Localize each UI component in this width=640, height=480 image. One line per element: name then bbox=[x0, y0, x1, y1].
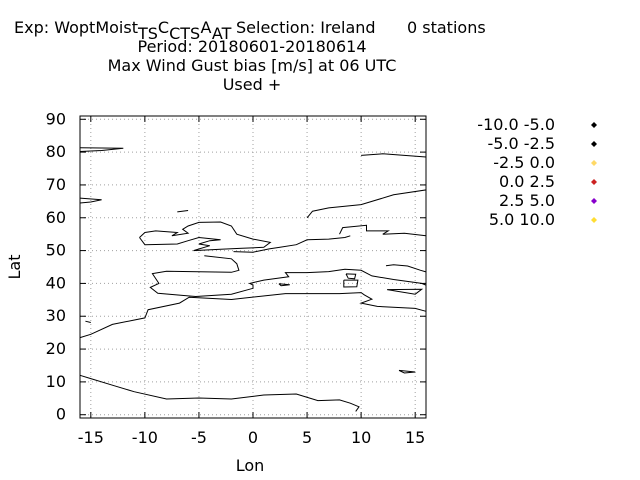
title-variable: Max Wind Gust bias [m/s] at 06 UTC bbox=[108, 56, 397, 75]
coastline-lake-chad bbox=[398, 369, 416, 374]
legend-marker bbox=[591, 198, 597, 204]
legend-marker bbox=[591, 179, 597, 185]
title-station-count: 0 stations bbox=[407, 18, 486, 37]
coastline-north-africa bbox=[79, 292, 427, 339]
title-selection: Selection: Ireland bbox=[236, 18, 376, 37]
coastline-europe-west bbox=[149, 255, 427, 298]
legend-label: 5.0 10.0 bbox=[489, 210, 555, 229]
y-tick-label: 20 bbox=[46, 339, 66, 358]
legend-label: -2.5 0.0 bbox=[493, 153, 555, 172]
coastline-adriatic bbox=[385, 264, 427, 273]
y-axis-label: Lat bbox=[5, 255, 24, 280]
coastline-europe-north bbox=[233, 235, 351, 253]
coastline-iceland bbox=[177, 210, 189, 213]
x-axis-ticks: -15 -10 -5 0 5 10 15 bbox=[78, 116, 425, 447]
y-tick-label: 80 bbox=[46, 142, 66, 161]
coastline-uk bbox=[139, 221, 272, 252]
x-tick-label: 15 bbox=[405, 428, 425, 447]
y-tick-label: 90 bbox=[46, 109, 66, 128]
coastline-west-africa bbox=[79, 374, 360, 412]
x-tick-label: -10 bbox=[132, 428, 158, 447]
coastline-denmark-baltic bbox=[339, 224, 427, 237]
x-axis-label: Lon bbox=[236, 456, 265, 475]
y-tick-label: 0 bbox=[56, 405, 66, 424]
legend-label: -5.0 -2.5 bbox=[487, 134, 555, 153]
coastline-norway-sweden bbox=[306, 186, 427, 219]
legend-label: 2.5 5.0 bbox=[499, 191, 555, 210]
legend-marker bbox=[591, 122, 597, 128]
coastline-svalbard bbox=[361, 153, 427, 158]
y-tick-label: 50 bbox=[46, 241, 66, 260]
y-tick-label: 10 bbox=[46, 372, 66, 391]
x-tick-label: -15 bbox=[78, 428, 104, 447]
title-used: Used + bbox=[223, 75, 282, 94]
coastline-sardinia bbox=[343, 279, 359, 288]
coastline-greenland-east bbox=[79, 197, 102, 204]
x-tick-label: 5 bbox=[302, 428, 312, 447]
y-tick-label: 70 bbox=[46, 175, 66, 194]
x-tick-label: 10 bbox=[351, 428, 371, 447]
y-tick-label: 40 bbox=[46, 273, 66, 292]
grid-lines bbox=[80, 116, 426, 418]
coastline-cape-verde bbox=[85, 320, 91, 323]
legend-label: 0.0 2.5 bbox=[499, 172, 555, 191]
coastline-sicily bbox=[387, 288, 424, 295]
legend-label: -10.0 -5.0 bbox=[477, 115, 555, 134]
y-tick-label: 30 bbox=[46, 306, 66, 325]
title-period: Period: 20180601-20180614 bbox=[137, 37, 366, 56]
x-tick-label: 0 bbox=[248, 428, 258, 447]
coastline-greenland bbox=[79, 147, 124, 152]
legend: -10.0 -5.0-5.0 -2.5-2.5 0.00.0 2.52.5 5.… bbox=[477, 115, 597, 229]
coastline-corsica bbox=[345, 273, 357, 280]
y-axis-ticks: 0 10 20 30 40 50 60 70 80 90 bbox=[46, 109, 426, 424]
y-tick-label: 60 bbox=[46, 208, 66, 227]
title-experiment: Exp: WoptMoistTSCCTSAAT bbox=[14, 18, 232, 43]
legend-marker bbox=[591, 141, 597, 147]
legend-marker bbox=[591, 217, 597, 223]
coastline-balearic bbox=[278, 283, 290, 287]
coastlines bbox=[79, 147, 427, 412]
legend-marker bbox=[591, 160, 597, 166]
x-tick-label: -5 bbox=[191, 428, 207, 447]
